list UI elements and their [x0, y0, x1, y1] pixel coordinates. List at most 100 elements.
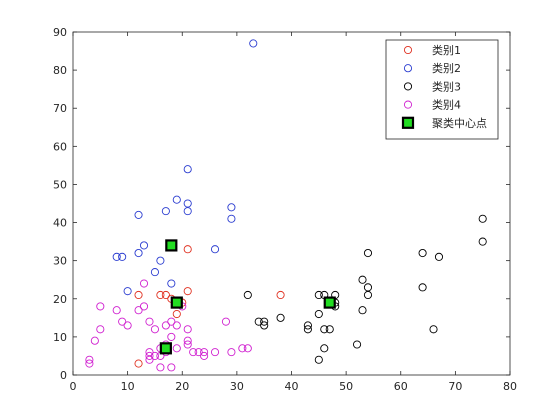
legend-entry: 类别2	[403, 61, 461, 75]
data-point	[183, 340, 192, 349]
data-point	[276, 313, 285, 322]
data-point	[134, 210, 143, 219]
data-point	[85, 355, 94, 364]
data-point	[363, 283, 373, 292]
data-point	[314, 309, 323, 319]
y-tick-label: 70	[53, 102, 67, 115]
data-point	[478, 237, 487, 246]
cluster-center-point	[159, 342, 172, 355]
data-point	[314, 290, 323, 300]
data-point	[260, 317, 269, 326]
legend-marker	[403, 64, 413, 73]
data-point	[276, 290, 285, 300]
data-point	[156, 363, 165, 372]
data-point	[183, 245, 192, 254]
series-3	[85, 279, 252, 372]
data-point	[172, 321, 181, 330]
data-point	[434, 252, 444, 261]
cluster-center-point	[165, 239, 178, 252]
data-point	[134, 290, 143, 300]
legend-label: 类别3	[432, 79, 461, 93]
data-point	[210, 348, 220, 357]
data-point	[172, 195, 181, 204]
cluster-center-point	[170, 296, 183, 309]
data-point	[358, 275, 367, 284]
legend-entry: 类别4	[403, 98, 461, 112]
data-point	[145, 317, 154, 326]
legend-marker	[403, 45, 413, 55]
y-tick-label: 50	[53, 178, 67, 191]
data-point	[150, 351, 159, 360]
legend-label: 类别2	[432, 61, 461, 75]
x-tick-label: 70	[448, 380, 462, 393]
y-tick-label: 80	[53, 64, 67, 77]
data-point	[183, 336, 192, 345]
data-point	[172, 344, 181, 353]
data-point	[478, 214, 487, 223]
data-point	[254, 317, 263, 326]
y-tick-label: 0	[60, 369, 67, 382]
series-4	[159, 239, 336, 355]
x-tick-label: 20	[175, 380, 189, 393]
y-tick-label: 40	[53, 217, 67, 230]
data-point	[363, 290, 373, 300]
legend-marker	[403, 82, 413, 91]
data-point	[112, 252, 121, 261]
data-points	[85, 39, 487, 372]
data-point	[150, 325, 159, 334]
cluster-center-point	[323, 296, 336, 309]
data-point	[183, 165, 192, 174]
legend-label: 类别1	[432, 43, 461, 57]
legend-entry: 类别3	[403, 79, 461, 93]
data-point	[221, 317, 230, 326]
data-point	[161, 290, 170, 300]
data-point	[145, 351, 154, 360]
data-point	[85, 359, 94, 368]
data-point	[418, 283, 427, 292]
data-point	[134, 306, 143, 315]
legend-marker	[403, 100, 413, 109]
data-point	[167, 317, 176, 326]
data-point	[134, 248, 143, 258]
data-point	[325, 325, 334, 334]
data-point	[320, 325, 329, 334]
data-point	[139, 279, 149, 288]
y-tick-label: 90	[53, 26, 67, 39]
data-point	[172, 309, 181, 319]
data-point	[418, 248, 427, 258]
data-point	[167, 332, 176, 341]
data-point	[167, 363, 176, 372]
x-tick-label: 80	[503, 380, 517, 393]
data-point	[96, 325, 105, 334]
data-point	[150, 268, 159, 277]
data-point	[161, 321, 170, 330]
data-point	[303, 321, 312, 330]
data-point	[156, 256, 165, 265]
x-tick-label: 0	[70, 380, 77, 393]
data-point	[210, 245, 220, 254]
x-tick-label: 60	[394, 380, 408, 393]
data-point	[194, 348, 203, 357]
data-point	[429, 325, 438, 334]
data-point	[118, 252, 127, 261]
data-point	[363, 248, 373, 258]
data-point	[145, 348, 154, 357]
data-point	[123, 321, 132, 330]
data-point	[358, 306, 367, 315]
data-point	[183, 199, 192, 208]
axes: 0 10 20 30 40 50 60 70 80 0 10 20 30 40 50 60 70 80 90	[53, 26, 517, 393]
data-point	[243, 290, 252, 300]
data-point	[118, 317, 127, 326]
series-1	[112, 39, 258, 296]
y-tick-label: 10	[53, 331, 67, 344]
legend-label: 聚类中心点	[432, 116, 487, 130]
x-tick-label: 10	[121, 380, 135, 393]
data-point	[200, 348, 209, 357]
data-point	[183, 287, 192, 296]
series-0	[134, 245, 285, 368]
data-point	[134, 359, 143, 368]
data-point	[189, 348, 198, 357]
data-point	[139, 302, 149, 311]
data-point	[183, 207, 192, 216]
x-tick-label: 50	[339, 380, 353, 393]
